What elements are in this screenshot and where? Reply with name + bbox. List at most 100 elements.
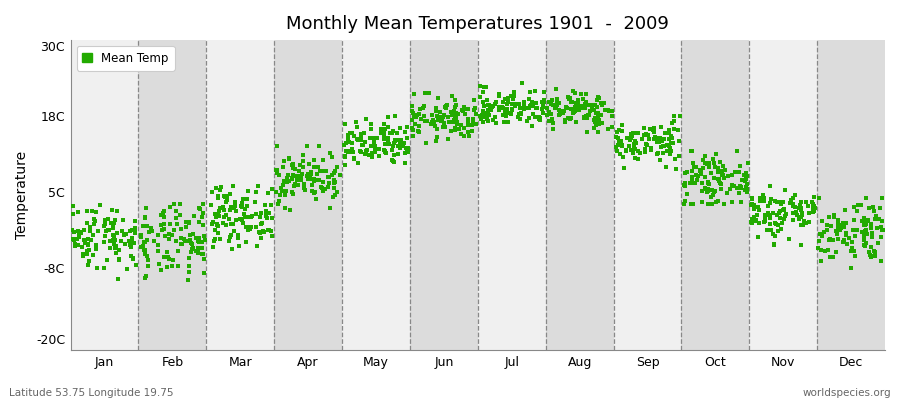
Point (562, 96, 576, 102)
Point (847, 204, 861, 210)
Point (684, 148, 698, 154)
Point (858, 228, 872, 234)
Point (338, 153, 352, 160)
Point (407, 114, 421, 120)
Point (580, 115, 595, 121)
Point (696, 199, 710, 206)
Point (136, 243, 150, 249)
Point (743, 218, 758, 225)
Point (422, 90, 436, 96)
Point (508, 100, 522, 107)
Point (573, 90, 588, 97)
Point (192, 238, 206, 245)
Point (631, 148, 645, 154)
Point (365, 134, 380, 141)
Point (581, 112, 596, 118)
Point (171, 248, 185, 254)
Point (212, 223, 226, 229)
Point (286, 173, 301, 180)
Point (286, 164, 301, 171)
Point (647, 136, 662, 142)
Point (868, 253, 882, 259)
Point (302, 173, 317, 180)
Point (561, 94, 575, 100)
Point (868, 216, 882, 222)
Point (652, 134, 666, 141)
Point (591, 113, 606, 119)
Point (498, 96, 512, 102)
Point (688, 164, 703, 170)
Point (104, 220, 119, 226)
Point (814, 247, 829, 253)
Point (590, 96, 604, 103)
Point (711, 168, 725, 175)
Point (301, 176, 315, 182)
Point (589, 110, 603, 116)
Point (274, 188, 289, 194)
Point (707, 188, 722, 195)
Point (238, 205, 252, 212)
Point (86, 252, 100, 258)
Point (120, 266, 134, 272)
Point (615, 140, 629, 146)
Point (233, 216, 248, 223)
Point (651, 150, 665, 156)
Point (344, 148, 358, 154)
Point (136, 222, 150, 229)
Point (610, 142, 625, 148)
Point (142, 229, 157, 235)
Point (411, 123, 426, 130)
Point (309, 196, 323, 202)
Point (182, 269, 196, 276)
Point (768, 220, 782, 226)
Point (698, 185, 713, 191)
Point (709, 199, 724, 205)
Point (867, 248, 881, 254)
Point (814, 218, 829, 224)
Point (626, 150, 640, 156)
Point (492, 93, 507, 99)
Point (833, 226, 848, 232)
Point (87, 216, 102, 222)
Point (185, 240, 200, 247)
Point (434, 118, 448, 124)
Point (225, 246, 239, 253)
Point (277, 158, 292, 164)
Point (511, 114, 526, 120)
Point (286, 161, 301, 167)
Point (80, 241, 94, 247)
Point (740, 180, 754, 187)
Point (857, 237, 871, 243)
Point (328, 168, 342, 174)
Point (578, 104, 592, 111)
Point (293, 172, 308, 179)
Point (546, 120, 561, 126)
Point (412, 111, 427, 117)
Point (381, 134, 395, 141)
Point (482, 110, 496, 117)
Point (151, 247, 166, 254)
Point (364, 121, 379, 127)
Point (255, 220, 269, 226)
Point (97, 222, 112, 229)
Point (286, 172, 301, 178)
Point (536, 102, 550, 109)
Point (409, 114, 423, 120)
Point (461, 129, 475, 136)
Point (704, 170, 718, 176)
Point (390, 137, 404, 144)
Point (752, 198, 767, 204)
Point (688, 180, 703, 186)
Point (227, 228, 241, 234)
Point (284, 174, 299, 181)
Point (559, 104, 573, 110)
Point (629, 130, 643, 136)
Point (786, 216, 800, 223)
Point (577, 104, 591, 111)
Point (119, 231, 133, 238)
Point (831, 217, 845, 224)
Point (438, 105, 453, 112)
Point (876, 226, 890, 233)
Point (707, 164, 722, 170)
Point (526, 103, 540, 109)
